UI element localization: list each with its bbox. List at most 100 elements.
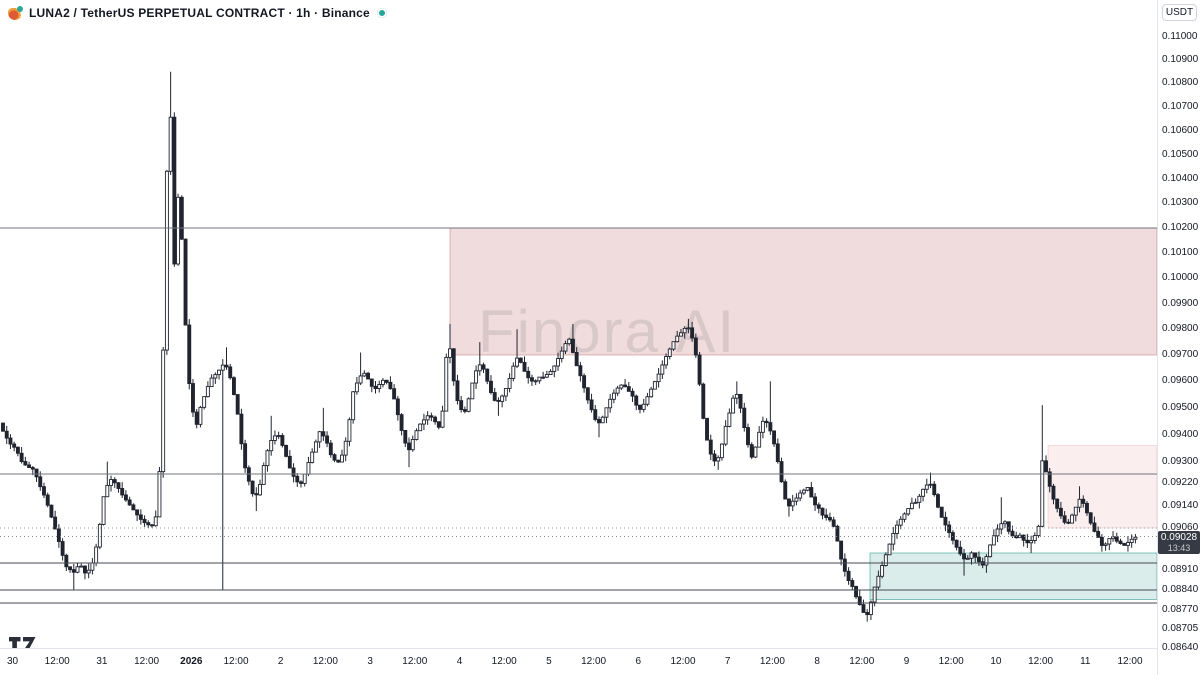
candle-up[interactable] xyxy=(909,502,914,510)
candle-up[interactable] xyxy=(652,381,657,390)
candle-up[interactable] xyxy=(347,419,352,442)
candle-up[interactable] xyxy=(258,483,262,496)
candle-down[interactable] xyxy=(939,506,944,518)
candle-down[interactable] xyxy=(60,541,65,556)
candle-down[interactable] xyxy=(395,398,400,416)
candle-down[interactable] xyxy=(638,404,642,410)
candle-down[interactable] xyxy=(42,486,46,496)
candle-up[interactable] xyxy=(559,350,564,359)
candle-down[interactable] xyxy=(496,399,501,402)
candle-up[interactable] xyxy=(563,343,568,352)
candle-up[interactable] xyxy=(362,372,367,377)
candle-down[interactable] xyxy=(1088,512,1093,524)
candle-down[interactable] xyxy=(597,418,601,424)
candle-down[interactable] xyxy=(626,386,631,392)
candle-up[interactable] xyxy=(686,327,691,330)
candle-up[interactable] xyxy=(533,380,538,383)
candle-down[interactable] xyxy=(19,452,24,462)
candle-down[interactable] xyxy=(287,455,292,469)
candle-down[interactable] xyxy=(1044,460,1048,473)
candle-up[interactable] xyxy=(734,393,739,399)
candle-up[interactable] xyxy=(176,196,181,265)
candle-down[interactable] xyxy=(64,554,69,568)
candle-up[interactable] xyxy=(86,569,91,574)
candle-up[interactable] xyxy=(507,377,512,389)
candle-down[interactable] xyxy=(708,439,713,455)
candle-up[interactable] xyxy=(660,364,665,375)
candle-up[interactable] xyxy=(1129,538,1134,544)
candle-up[interactable] xyxy=(716,457,721,462)
candle-down[interactable] xyxy=(146,522,151,526)
candle-down[interactable] xyxy=(772,430,777,445)
currency-toggle-button[interactable]: USDT xyxy=(1162,4,1197,21)
candle-up[interactable] xyxy=(101,496,106,525)
candle-up[interactable] xyxy=(1036,525,1041,537)
candle-down[interactable] xyxy=(623,384,628,388)
candle-up[interactable] xyxy=(757,431,762,448)
candle-down[interactable] xyxy=(250,480,255,495)
candle-up[interactable] xyxy=(1003,521,1007,525)
candle-up[interactable] xyxy=(719,443,724,459)
candle-up[interactable] xyxy=(801,489,806,494)
candle-down[interactable] xyxy=(224,364,229,368)
candle-down[interactable] xyxy=(489,380,493,393)
candle-down[interactable] xyxy=(526,370,531,379)
candle-up[interactable] xyxy=(448,348,452,358)
candle-down[interactable] xyxy=(191,383,195,413)
candle-down[interactable] xyxy=(574,351,579,367)
candle-down[interactable] xyxy=(809,487,814,498)
candle-up[interactable] xyxy=(928,483,933,486)
candle-up[interactable] xyxy=(556,358,560,367)
candle-up[interactable] xyxy=(94,546,99,564)
candle-up[interactable] xyxy=(600,416,605,424)
candle-down[interactable] xyxy=(958,546,963,555)
candle-down[interactable] xyxy=(243,443,248,469)
candle-up[interactable] xyxy=(261,465,266,485)
candle-up[interactable] xyxy=(418,423,423,432)
candle-down[interactable] xyxy=(239,413,244,445)
candle-down[interactable] xyxy=(1085,502,1089,514)
candle-up[interactable] xyxy=(995,528,1000,537)
price-axis[interactable]: USDT 0.09028 13:43 0.11000 0.10900 0.10800… xyxy=(1157,0,1200,675)
candle-down[interactable] xyxy=(325,435,330,444)
candle-up[interactable] xyxy=(656,373,661,383)
candle-down[interactable] xyxy=(1051,485,1056,500)
candle-down[interactable] xyxy=(1058,507,1063,517)
candle-down[interactable] xyxy=(369,378,374,387)
candle-up[interactable] xyxy=(381,379,385,385)
candle-down[interactable] xyxy=(228,366,233,379)
candle-down[interactable] xyxy=(254,493,259,496)
candle-down[interactable] xyxy=(977,556,981,563)
candle-down[interactable] xyxy=(45,494,50,506)
candle-down[interactable] xyxy=(49,504,54,518)
candle-down[interactable] xyxy=(585,387,590,401)
supply-zone-major[interactable] xyxy=(449,227,1157,356)
candle-down[interactable] xyxy=(943,516,948,526)
candle-down[interactable] xyxy=(123,494,128,501)
candle-down[interactable] xyxy=(481,364,486,370)
candle-up[interactable] xyxy=(999,523,1004,530)
candle-down[interactable] xyxy=(407,442,411,451)
candle-up[interactable] xyxy=(1107,538,1112,545)
candle-up[interactable] xyxy=(470,382,475,400)
candle-up[interactable] xyxy=(272,435,277,441)
candle-down[interactable] xyxy=(373,385,378,389)
candle-down[interactable] xyxy=(194,411,199,425)
candle-up[interactable] xyxy=(313,441,318,453)
candle-down[interactable] xyxy=(112,479,117,484)
candle-down[interactable] xyxy=(593,409,598,420)
candle-down[interactable] xyxy=(962,553,966,560)
candle-up[interactable] xyxy=(679,332,683,337)
candle-down[interactable] xyxy=(865,612,870,616)
candle-down[interactable] xyxy=(1114,536,1119,542)
candle-down[interactable] xyxy=(291,467,296,477)
candle-up[interactable] xyxy=(217,369,222,376)
candle-up[interactable] xyxy=(302,473,307,484)
candle-down[interactable] xyxy=(1066,521,1071,524)
candle-down[interactable] xyxy=(485,368,490,382)
candle-down[interactable] xyxy=(954,539,959,548)
candle-down[interactable] xyxy=(336,459,341,463)
candle-down[interactable] xyxy=(1025,539,1030,544)
candle-down[interactable] xyxy=(150,524,154,527)
candle-up[interactable] xyxy=(474,370,479,384)
